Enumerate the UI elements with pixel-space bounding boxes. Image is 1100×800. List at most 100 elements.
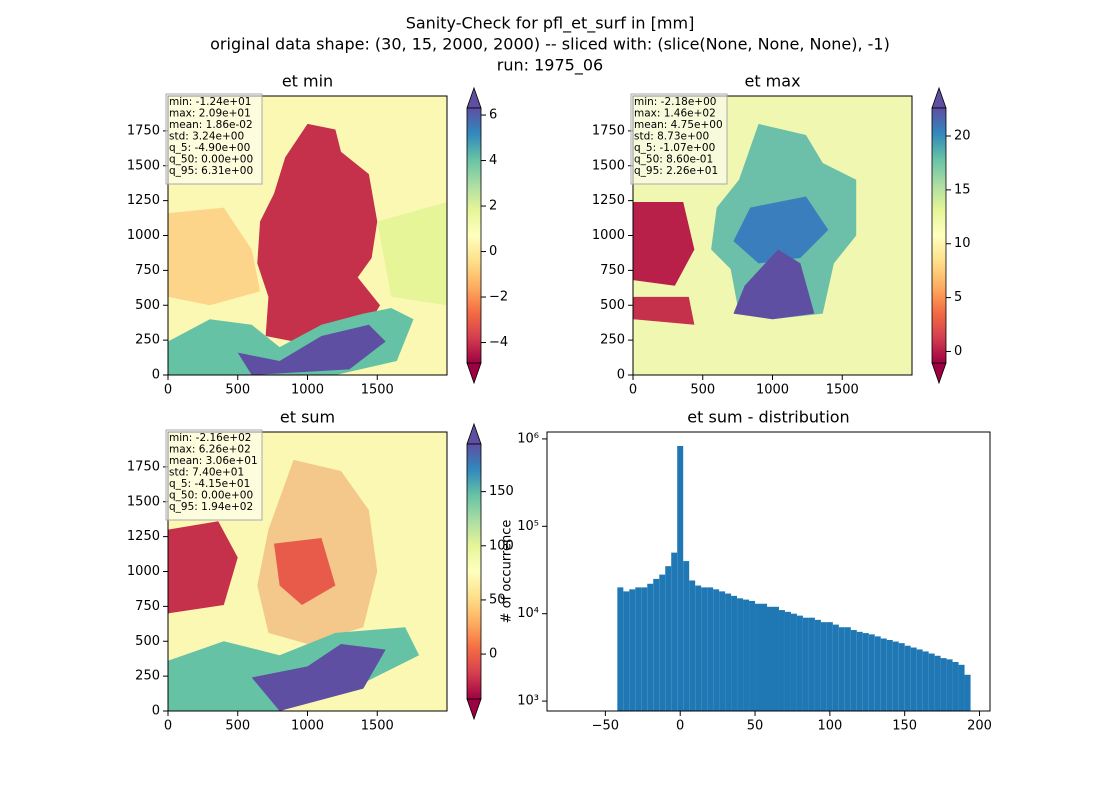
y-tick-label: 500 (135, 634, 160, 649)
colorbar-tick-label: 50 (489, 592, 506, 607)
stats-line: std: 8.73e+00 (634, 131, 709, 143)
bar (713, 589, 720, 711)
y-tick-label: 250 (135, 669, 160, 684)
colorbar-tick-label: 15 (954, 182, 971, 197)
bar (623, 591, 630, 711)
bar (808, 617, 815, 711)
y-tick-label: 250 (600, 333, 625, 348)
x-tick-label: 1500 (361, 383, 394, 398)
bar (635, 587, 642, 711)
bar (802, 617, 809, 711)
bar (916, 649, 923, 711)
y-tick-label: 500 (135, 298, 160, 313)
x-tick-label: 500 (225, 383, 250, 398)
bar (767, 606, 773, 711)
bar (671, 552, 678, 711)
x-tick-label: 1500 (826, 383, 859, 398)
colorbar-extend (466, 362, 482, 385)
colorbar (466, 443, 482, 700)
bar (874, 636, 881, 711)
colorbar-extend (931, 362, 947, 385)
colorbar-extend (466, 86, 482, 109)
axes-title: et sum - distribution (687, 408, 849, 427)
colorbar (931, 107, 947, 364)
y-tick-label: 0 (152, 368, 160, 383)
stats-line: min: -2.16e+02 (169, 432, 251, 444)
axes-title: et sum (280, 408, 335, 427)
colorbar-tick-label: 150 (489, 484, 514, 499)
colorbar-tick-label: 6 (489, 108, 497, 123)
bar (695, 585, 702, 711)
bar (647, 583, 654, 711)
y-tick-label: 750 (135, 263, 160, 278)
x-tick-label: 0 (676, 719, 684, 734)
bar (826, 622, 833, 711)
suptitle: Sanity-Check for pfl_et_surf in [mm] (406, 14, 695, 34)
bar (629, 589, 636, 711)
bar (868, 634, 875, 711)
bar (772, 606, 779, 711)
x-tick-label: 1000 (291, 719, 324, 734)
y-tick-label: 0 (617, 368, 625, 383)
bar (832, 624, 839, 711)
stats-box (165, 429, 263, 521)
bar (790, 613, 797, 711)
bar (737, 598, 744, 711)
bar (701, 587, 708, 711)
bar (731, 595, 738, 711)
y-tick-label: 1750 (127, 123, 160, 138)
colorbar (466, 107, 482, 364)
bar (892, 641, 899, 711)
y-tick-label: 1250 (592, 193, 625, 208)
x-tick-label: 0 (164, 383, 172, 398)
x-tick-label: −50 (592, 719, 619, 734)
map-image (168, 432, 447, 711)
stats-line: q_95: 6.31e+00 (169, 165, 253, 177)
colorbar-tick-label: 2 (489, 199, 497, 214)
axes-title: et min (282, 72, 333, 91)
colorbar-tick-label: −2 (489, 290, 508, 305)
y-tick-label: 1000 (127, 564, 160, 579)
x-tick-label: 500 (690, 383, 715, 398)
stats-line: min: -2.18e+00 (634, 96, 716, 108)
bar (677, 445, 684, 711)
bar (886, 639, 893, 711)
y-tick-label: 250 (135, 333, 160, 348)
y-tick-label: 750 (135, 599, 160, 614)
bar (964, 674, 971, 711)
map-image (168, 96, 447, 375)
y-tick-label: 1500 (127, 158, 160, 173)
bar (862, 633, 869, 711)
colorbar-tick-label: 0 (489, 244, 497, 259)
bar (922, 651, 929, 711)
colorbar-tick-label: 5 (954, 290, 962, 305)
axes-frame (167, 95, 448, 376)
bar (761, 603, 768, 711)
axes-frame (546, 431, 991, 712)
y-tick-label: 10⁴ (517, 606, 539, 621)
bar (707, 587, 714, 711)
bar (910, 647, 917, 711)
bar (755, 603, 762, 711)
colorbar-tick-label: 0 (954, 344, 962, 359)
x-tick-label: 0 (629, 383, 637, 398)
bar (743, 599, 750, 711)
stats-line: std: 3.24e+00 (169, 131, 244, 143)
stats-line: max: 1.46e+02 (634, 108, 716, 120)
stats-line: q_50: 0.00e+00 (169, 490, 253, 502)
stats-line: q_5: -1.07e+00 (634, 142, 715, 154)
colorbar-tick-label: 0 (489, 647, 497, 662)
y-tick-label: 0 (152, 704, 160, 719)
x-tick-label: 1000 (291, 383, 324, 398)
bar (856, 631, 863, 711)
bar (904, 645, 911, 711)
bar (928, 653, 935, 711)
bar (749, 600, 756, 711)
stats-line: q_5: -4.90e+00 (169, 142, 250, 154)
bar (659, 574, 666, 711)
y-tick-label: 500 (600, 298, 625, 313)
suptitle: original data shape: (30, 15, 2000, 2000… (210, 35, 890, 54)
colorbar-tick-label: 4 (489, 153, 497, 168)
axes-frame (167, 431, 448, 712)
bar (653, 578, 660, 711)
